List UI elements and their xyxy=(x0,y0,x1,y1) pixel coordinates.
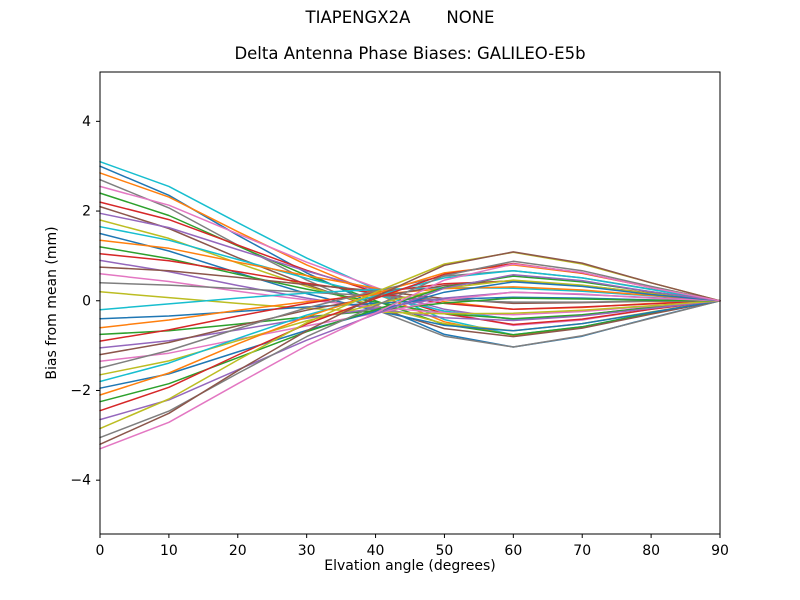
series-line-39 xyxy=(99,251,721,446)
x-axis-label: Elvation angle (degrees) xyxy=(324,558,496,574)
series-line-36 xyxy=(99,273,721,421)
axes-frame xyxy=(99,71,721,535)
suptitle-station-id: TIAPENGX2A xyxy=(305,8,411,27)
y-axis-label: Bias from mean (mm) xyxy=(44,226,60,380)
y-tick-label: −4 xyxy=(70,473,91,489)
suptitle-radome-id: NONE xyxy=(446,8,495,27)
x-tick-label: 60 xyxy=(504,543,522,559)
series-line-04 xyxy=(99,178,721,348)
series-line-02 xyxy=(99,165,721,348)
x-tick-label: 10 xyxy=(160,543,178,559)
x-tick-label: 80 xyxy=(642,543,660,559)
y-axis-ticks: −4 −2 0 2 4 xyxy=(70,114,100,489)
x-tick-label: 0 xyxy=(96,543,105,559)
y-tick-label: −2 xyxy=(70,383,91,399)
figure-suptitle: TIAPENGX2A NONE xyxy=(0,8,800,28)
series-lines xyxy=(99,160,721,450)
x-tick-label: 40 xyxy=(367,543,385,559)
series-line-28 xyxy=(99,291,721,363)
series-line-40 xyxy=(99,263,721,450)
x-tick-label: 90 xyxy=(711,543,729,559)
x-axis-ticks: 0 10 20 30 40 50 60 70 80 90 xyxy=(96,534,729,559)
series-line-37 xyxy=(99,251,721,430)
y-tick-label: 4 xyxy=(82,114,91,130)
axes-title: Delta Antenna Phase Biases: GALILEO-E5b xyxy=(234,44,586,63)
series-line-01 xyxy=(99,160,721,336)
series-line-12 xyxy=(99,232,721,332)
y-tick-label: 2 xyxy=(82,204,91,220)
x-tick-label: 20 xyxy=(229,543,247,559)
x-tick-label: 70 xyxy=(573,543,591,559)
y-tick-label: 0 xyxy=(82,293,91,309)
x-tick-label: 30 xyxy=(298,543,316,559)
x-tick-label: 50 xyxy=(436,543,454,559)
